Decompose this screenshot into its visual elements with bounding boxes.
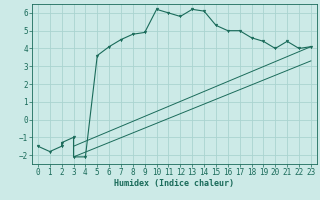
X-axis label: Humidex (Indice chaleur): Humidex (Indice chaleur) <box>115 179 234 188</box>
